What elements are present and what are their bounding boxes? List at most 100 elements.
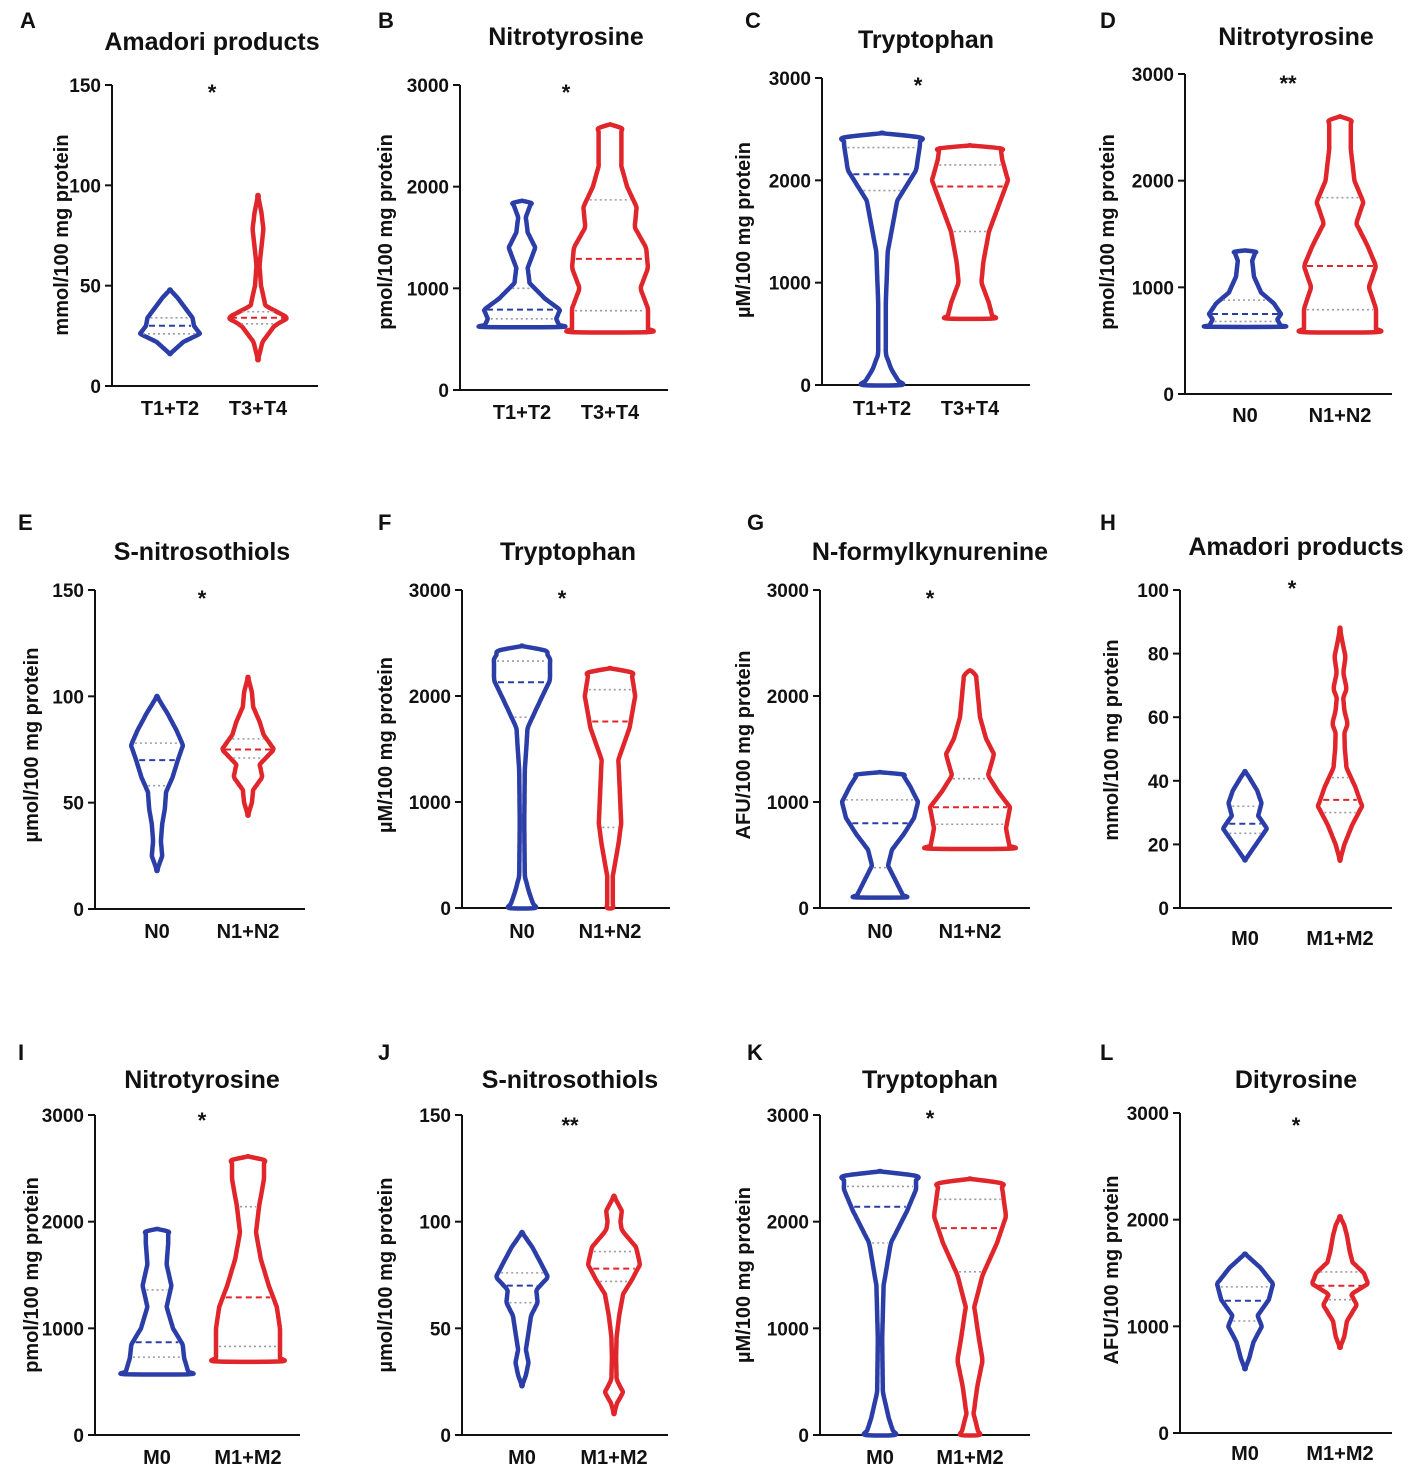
violin-outline bbox=[839, 769, 921, 900]
panel-g: G N-formylkynurenine * AFU/100 mg protein 0 1… bbox=[733, 510, 1048, 943]
y-tick-label: 20 bbox=[1148, 835, 1169, 856]
x-category-label: N0 bbox=[509, 921, 535, 943]
x-category-label: T1+T2 bbox=[853, 398, 911, 420]
significance-marker: * bbox=[562, 80, 571, 105]
y-tick-label: 3000 bbox=[769, 69, 811, 90]
chart-title: Nitrotyrosine bbox=[488, 23, 644, 51]
violin-outline bbox=[1214, 1251, 1276, 1372]
y-tick-label: 3000 bbox=[767, 1106, 809, 1127]
y-tick-label: 3000 bbox=[407, 76, 449, 97]
violin-t3-t4 bbox=[929, 142, 1011, 322]
panel-b: B Nitrotyrosine * pmol/100 mg protein 0 1000 2… bbox=[375, 8, 668, 424]
x-category-label: N0 bbox=[1232, 405, 1258, 427]
panel-f: F Tryptophan * µM/100 mg protein 0 1000 2000 30… bbox=[375, 510, 670, 943]
significance-marker: * bbox=[926, 1106, 935, 1131]
violin-outline bbox=[839, 130, 925, 388]
y-tick-label: 2000 bbox=[407, 178, 449, 199]
x-category-label: N1+N2 bbox=[217, 921, 280, 943]
y-tick-label: 100 bbox=[1137, 581, 1169, 602]
x-category-label: T1+T2 bbox=[141, 398, 199, 420]
panel-a: A Amadori products * mmol/100 mg protein 0 50… bbox=[20, 8, 320, 420]
y-tick-label: 150 bbox=[69, 76, 101, 97]
panel-j: J S-nitrosothiols ** µmol/100 mg protein 0 50… bbox=[375, 1040, 668, 1465]
x-category-label: N1+N2 bbox=[579, 921, 642, 943]
y-tick-label: 100 bbox=[69, 176, 101, 197]
violin-n1-n2 bbox=[220, 674, 276, 818]
significance-marker: * bbox=[198, 586, 207, 611]
y-tick-label: 3000 bbox=[409, 581, 451, 602]
violin-m1-m2 bbox=[1310, 1213, 1370, 1351]
significance-marker: * bbox=[1288, 576, 1297, 601]
violin-n0 bbox=[839, 769, 921, 900]
y-tick-label: 2000 bbox=[42, 1213, 84, 1234]
violin-outline bbox=[564, 121, 656, 335]
chart-title: Amadori products bbox=[1188, 533, 1403, 561]
violin-n1-n2 bbox=[922, 668, 1018, 852]
y-axis-label: µM/100 mg protein bbox=[375, 657, 397, 833]
x-category-label: M1+M2 bbox=[936, 1447, 1003, 1465]
y-tick-label: 40 bbox=[1148, 772, 1169, 793]
violin-outline bbox=[494, 1229, 550, 1389]
y-tick-label: 3000 bbox=[767, 581, 809, 602]
panel-letter: F bbox=[378, 510, 391, 535]
significance-marker: ** bbox=[1279, 71, 1297, 96]
y-tick-label: 0 bbox=[73, 1426, 84, 1447]
panel-h: H Amadori products * mmol/100 mg protein 0 20… bbox=[1100, 510, 1404, 950]
violin-n0 bbox=[1201, 248, 1289, 330]
violin-outline bbox=[491, 643, 553, 911]
x-category-label: M1+M2 bbox=[580, 1447, 647, 1465]
violin-outline bbox=[1201, 248, 1289, 330]
x-category-label: M0 bbox=[866, 1447, 894, 1465]
y-tick-label: 0 bbox=[798, 1426, 809, 1447]
y-axis-label: mmol/100 mg protein bbox=[51, 134, 73, 335]
y-axis-label: pmol/100 mg protein bbox=[1097, 134, 1119, 330]
violin-outline bbox=[839, 1168, 921, 1438]
x-category-label: T1+T2 bbox=[493, 402, 551, 424]
panel-l: L Dityrosine * AFU/100 mg protein 0 1000 2000 3… bbox=[1100, 1040, 1392, 1465]
y-tick-label: 80 bbox=[1148, 645, 1169, 666]
panel-letter: B bbox=[378, 8, 394, 33]
chart-title: Amadori products bbox=[104, 28, 319, 56]
panel-k: K Tryptophan * µM/100 mg protein 0 1000 2000 30… bbox=[733, 1040, 1030, 1465]
y-tick-label: 3000 bbox=[42, 1106, 84, 1127]
y-tick-label: 1000 bbox=[1127, 1317, 1169, 1338]
y-tick-label: 0 bbox=[73, 900, 84, 921]
panel-letter: L bbox=[1100, 1040, 1113, 1065]
significance-marker: * bbox=[926, 586, 935, 611]
x-category-label: T3+T4 bbox=[941, 398, 1000, 420]
y-tick-label: 0 bbox=[1158, 1424, 1169, 1445]
violin-m0 bbox=[118, 1226, 196, 1377]
x-category-label: N0 bbox=[144, 921, 170, 943]
significance-marker: * bbox=[208, 80, 217, 105]
violin-outline bbox=[137, 287, 203, 357]
violin-m0 bbox=[839, 1168, 921, 1438]
y-axis-label: µmol/100 mg protein bbox=[21, 648, 43, 843]
violin-t1-t2 bbox=[476, 198, 568, 330]
panel-letter: A bbox=[20, 8, 36, 33]
y-tick-label: 3000 bbox=[1127, 1104, 1169, 1125]
chart-title: Nitrotyrosine bbox=[1218, 23, 1374, 51]
panel-letter: C bbox=[745, 8, 761, 33]
y-tick-label: 50 bbox=[63, 794, 84, 815]
significance-marker: ** bbox=[561, 1113, 579, 1138]
significance-marker: * bbox=[558, 586, 567, 611]
x-category-label: M0 bbox=[508, 1447, 536, 1465]
y-tick-label: 1000 bbox=[767, 1319, 809, 1340]
violin-outline bbox=[118, 1226, 196, 1377]
violin-outline bbox=[931, 1176, 1009, 1438]
y-tick-label: 0 bbox=[440, 1426, 451, 1447]
violin-outline bbox=[220, 674, 276, 818]
y-tick-label: 2000 bbox=[1127, 1211, 1169, 1232]
y-tick-label: 50 bbox=[80, 277, 101, 298]
significance-marker: * bbox=[198, 1108, 207, 1133]
y-tick-label: 2000 bbox=[767, 687, 809, 708]
y-axis-label: AFU/100 mg protein bbox=[1101, 1176, 1123, 1365]
y-tick-label: 150 bbox=[52, 581, 84, 602]
y-tick-label: 0 bbox=[90, 377, 101, 398]
violin-outline bbox=[227, 192, 289, 363]
y-tick-label: 3000 bbox=[1132, 65, 1174, 86]
x-category-label: N0 bbox=[867, 921, 893, 943]
y-tick-label: 0 bbox=[798, 899, 809, 920]
violin-outline bbox=[1310, 1213, 1370, 1351]
